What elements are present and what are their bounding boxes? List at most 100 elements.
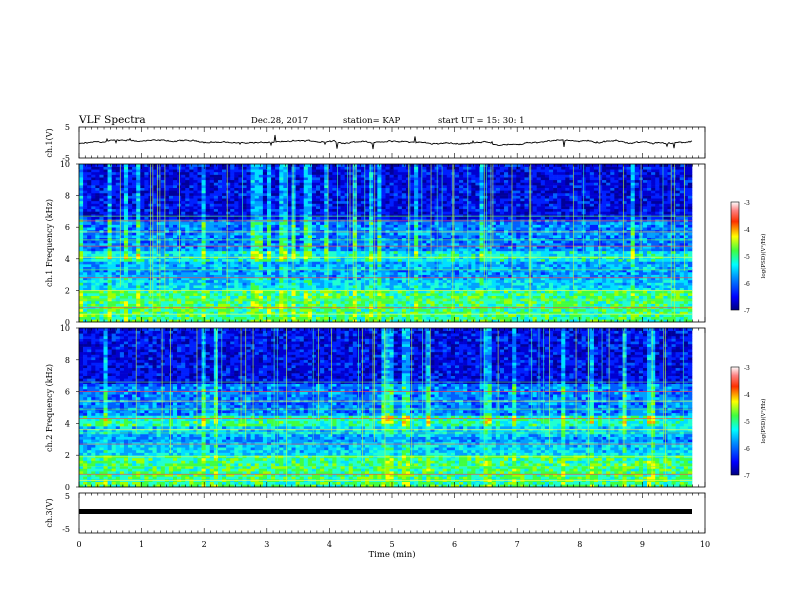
spectrogram-cell	[348, 295, 354, 299]
spectrogram-cell	[283, 266, 288, 270]
spectrogram-cell	[222, 293, 227, 296]
spectrogram-cell	[193, 266, 198, 270]
spectrogram-cell	[287, 290, 292, 294]
spectrogram-cell	[136, 303, 141, 307]
spectrogram-cell	[299, 187, 305, 191]
spectrogram-cell	[287, 203, 292, 207]
spectrogram-cell	[336, 285, 341, 289]
spectrogram-cell	[250, 177, 256, 181]
spectrogram-cell	[234, 211, 239, 215]
spectrogram-cell	[246, 293, 251, 296]
spectrogram-cell	[230, 248, 235, 252]
spectrogram-cell	[250, 311, 256, 315]
spectrogram-cell	[189, 287, 194, 291]
spectrogram-cell	[152, 271, 157, 275]
spectrogram-cell	[209, 250, 215, 254]
spectrogram-cell	[311, 279, 317, 283]
spectrogram-cell	[299, 164, 305, 167]
spectrogram-cell	[344, 229, 350, 233]
spectrogram-cell	[201, 250, 206, 254]
spectrogram-cell	[91, 182, 96, 186]
spectrogram-cell	[177, 274, 182, 278]
spectrogram-cell	[246, 277, 251, 281]
spectrogram-cell	[311, 308, 317, 312]
spectrogram-cell	[254, 195, 260, 199]
spectrogram-cell	[193, 261, 198, 265]
spectrogram-cell	[246, 192, 251, 196]
spectrogram-cell	[230, 316, 235, 320]
spectrogram-cell	[103, 227, 108, 231]
spectrogram-cell	[115, 192, 121, 196]
spectrogram-cell	[397, 269, 403, 273]
spectrogram-cell	[213, 214, 219, 217]
spectrogram-cell	[242, 300, 247, 304]
spectrogram-cell	[340, 198, 345, 202]
spectrogram-cell	[381, 269, 386, 273]
spectrogram-cell	[205, 308, 211, 312]
spectrogram-cell	[377, 179, 382, 183]
spectrogram-cell	[385, 308, 390, 312]
spectrogram-cell	[193, 287, 198, 291]
spectrogram-cell	[356, 216, 362, 220]
spectrogram-cell	[140, 266, 145, 270]
spectrogram-cell	[385, 269, 390, 273]
spectrogram-cell	[369, 285, 374, 289]
spectrogram-cell	[222, 208, 227, 212]
spectrogram-cell	[242, 166, 247, 170]
spectrogram-cell	[132, 269, 137, 273]
spectrogram-cell	[328, 224, 333, 228]
spectrogram-cell	[320, 243, 325, 246]
spectrogram-cell	[152, 250, 157, 254]
spectrogram-cell	[193, 182, 198, 186]
spectrogram-cell	[234, 235, 239, 239]
spectrogram-cell	[369, 235, 374, 239]
spectrogram-cell	[360, 203, 366, 207]
spectrogram-cell	[250, 240, 256, 244]
spectrogram-cell	[324, 224, 329, 228]
spectrogram-cell	[140, 303, 145, 307]
spectrogram-cell	[79, 203, 84, 207]
spectrogram-cell	[299, 171, 305, 175]
spectrogram-cell	[177, 271, 182, 275]
spectrogram-cell	[393, 316, 399, 320]
spectrogram-cell	[107, 227, 112, 231]
spectrogram-cell	[217, 319, 223, 323]
spectrogram-cell	[238, 200, 243, 204]
spectrogram-cell	[168, 171, 174, 175]
spectrogram-cell	[164, 171, 170, 175]
spectrogram-cell	[271, 177, 276, 181]
spectrogram-cell	[356, 229, 362, 233]
spectrogram-cell	[156, 295, 162, 299]
spectrogram-cell	[83, 171, 88, 175]
spectrogram-cell	[389, 295, 394, 299]
spectrogram-cell	[307, 177, 313, 181]
spectrogram-cell	[156, 229, 162, 233]
spectrogram-cell	[99, 285, 104, 289]
spectrogram-cell	[397, 200, 403, 204]
spectrogram-cell	[369, 311, 374, 315]
spectrogram-cell	[119, 195, 125, 199]
spectrogram-cell	[181, 303, 186, 307]
spectrogram-cell	[128, 235, 133, 239]
spectrogram-cell	[316, 319, 321, 323]
spectrogram-cell	[283, 174, 288, 178]
spectrogram-cell	[144, 274, 149, 278]
spectrogram-cell	[352, 282, 358, 286]
spectrogram-cell	[209, 195, 215, 199]
spectrogram-cell	[266, 232, 272, 236]
spectrogram-cell	[115, 174, 121, 178]
spectrogram-cell	[185, 285, 190, 289]
spectrogram-cell	[172, 195, 178, 199]
spectrogram-cell	[287, 174, 292, 178]
spectrogram-cell	[140, 203, 145, 207]
spectrogram-cell	[79, 200, 84, 204]
spectrogram-cell	[365, 287, 370, 291]
spectrogram-cell	[128, 261, 133, 265]
spectrogram-cell	[291, 237, 296, 241]
spectrogram-cell	[226, 227, 231, 231]
spectrogram-cell	[369, 195, 374, 199]
spectrogram-cell	[217, 192, 223, 196]
spectrogram-cell	[144, 253, 149, 257]
spectrogram-cell	[205, 216, 211, 220]
spectrogram-cell	[107, 285, 112, 289]
